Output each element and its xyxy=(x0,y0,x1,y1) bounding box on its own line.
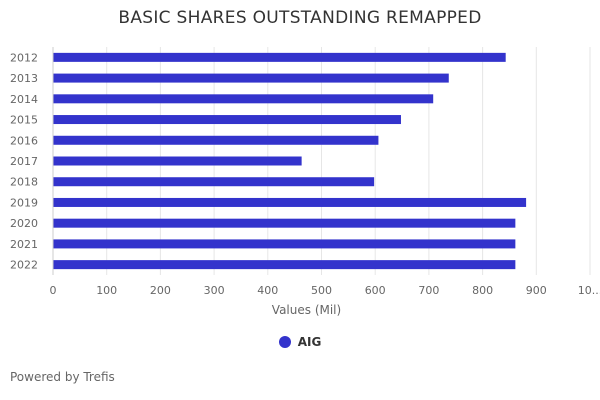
bar-2012 xyxy=(53,52,506,62)
bar-2013 xyxy=(53,73,449,83)
x-tick-label-0: 0 xyxy=(50,284,57,297)
bar-2015 xyxy=(53,115,401,125)
legend-marker-aig xyxy=(278,336,291,348)
y-tick-label-2020: 2020 xyxy=(10,217,38,230)
y-tick-label-2012: 2012 xyxy=(10,51,38,64)
y-tick-label-2014: 2014 xyxy=(10,93,38,106)
y-tick-label-2022: 2022 xyxy=(10,259,38,272)
x-tick-label-2: 200 xyxy=(150,284,171,297)
x-tick-label-8: 800 xyxy=(472,284,493,297)
x-tick-label-9: 900 xyxy=(526,284,547,297)
x-tick-label-3: 300 xyxy=(204,284,225,297)
y-tick-label-2016: 2016 xyxy=(10,134,38,147)
bar-2019 xyxy=(53,197,527,207)
x-tick-label-5: 500 xyxy=(311,284,332,297)
legend-label-aig: AIG xyxy=(297,335,322,349)
y-tick-label-2015: 2015 xyxy=(10,114,38,127)
x-tick-label-10: 10... xyxy=(578,284,600,297)
bar-2021 xyxy=(53,239,516,249)
x-tick-label-4: 400 xyxy=(257,284,278,297)
x-axis-title: Values (Mil) xyxy=(272,303,341,317)
y-tick-label-2019: 2019 xyxy=(10,196,38,209)
bar-2014 xyxy=(53,94,434,104)
y-tick-label-2021: 2021 xyxy=(10,238,38,251)
legend[interactable]: AIG xyxy=(0,335,600,349)
y-tick-label-2017: 2017 xyxy=(10,155,38,168)
y-tick-label-2013: 2013 xyxy=(10,72,38,85)
bar-2017 xyxy=(53,156,302,166)
chart-title: BASIC SHARES OUTSTANDING REMAPPED xyxy=(118,8,482,28)
x-tick-label-7: 700 xyxy=(418,284,439,297)
y-tick-label-2018: 2018 xyxy=(10,176,38,189)
bar-2022 xyxy=(53,260,516,270)
x-tick-label-6: 600 xyxy=(365,284,386,297)
bar-2018 xyxy=(53,177,375,187)
x-tick-label-1: 100 xyxy=(96,284,117,297)
bar-2020 xyxy=(53,218,516,228)
credits[interactable]: Powered by Trefis xyxy=(10,370,115,384)
bar-2016 xyxy=(53,135,379,145)
